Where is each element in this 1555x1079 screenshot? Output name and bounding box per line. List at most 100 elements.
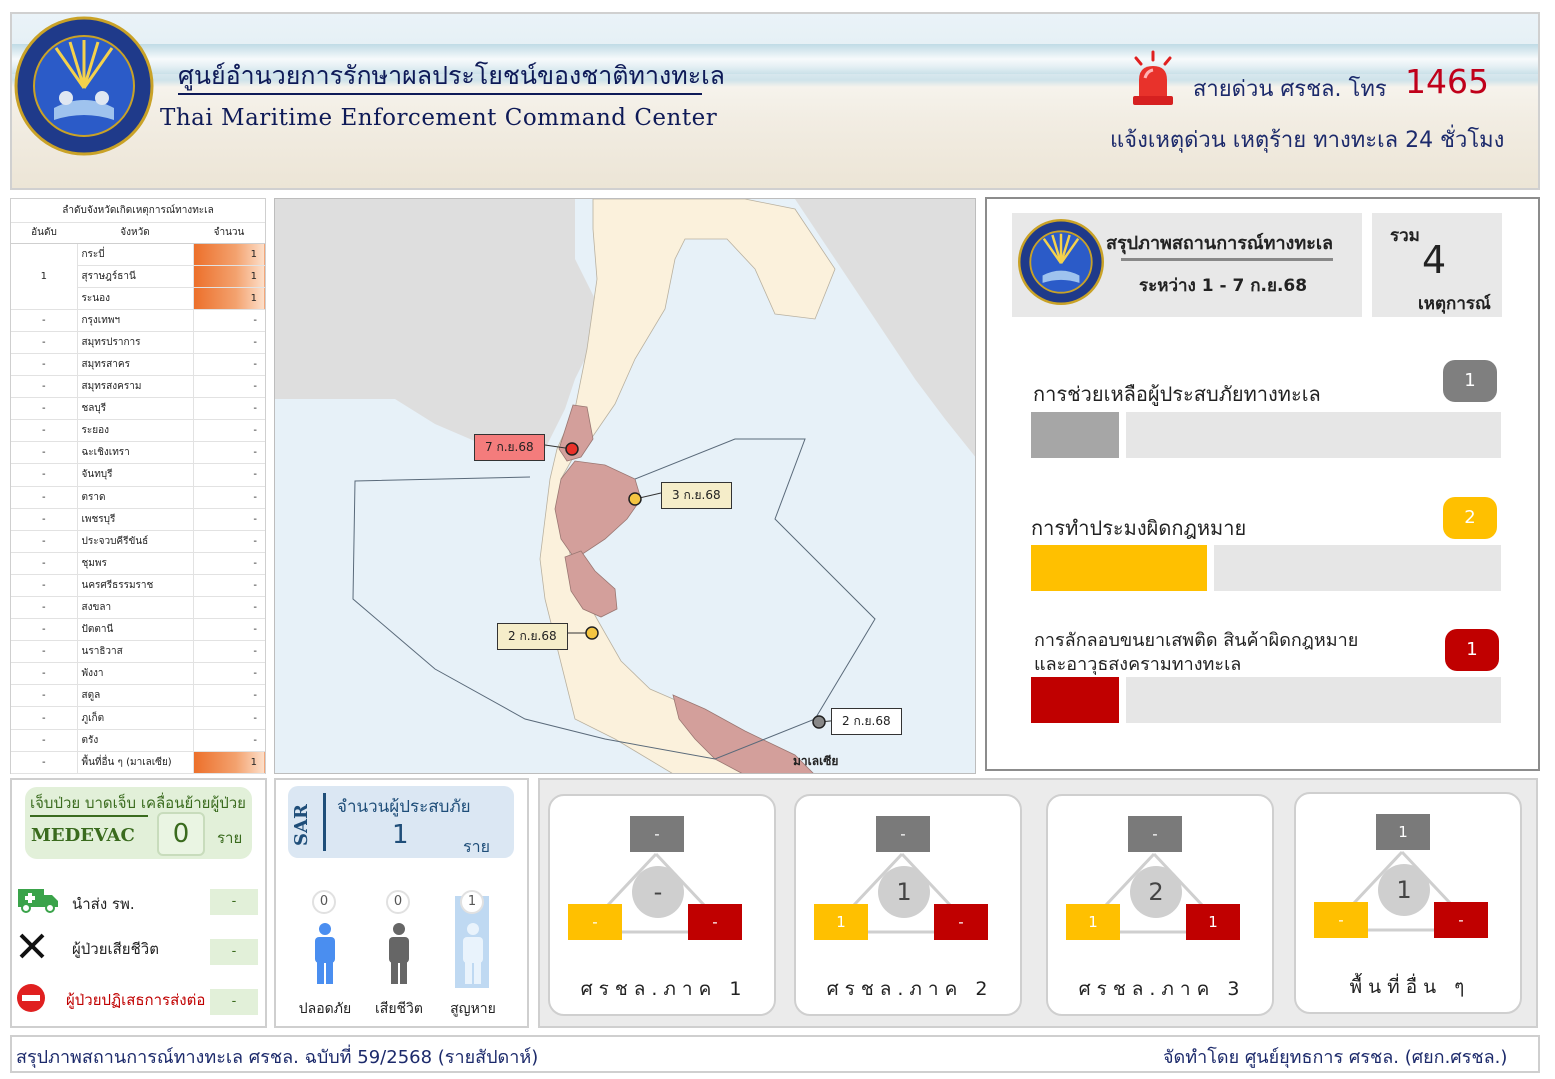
count-cell: - xyxy=(193,353,265,377)
count-cell: - xyxy=(193,397,265,421)
incident-map[interactable]: 7 ก.ย.68 3 ก.ย.68 2 ก.ย.68 2 ก.ย.68 มาเล… xyxy=(274,198,976,774)
sar-missing-count: 1 xyxy=(460,890,484,914)
event-flag-3[interactable]: 2 ก.ย.68 xyxy=(497,623,568,650)
rank-cell: - xyxy=(11,662,78,686)
region-smuggling-count: - xyxy=(688,904,742,940)
title-english: Thai Maritime Enforcement Command Center xyxy=(160,105,718,131)
province-cell: ปัตตานี xyxy=(77,618,194,642)
category-bar-fishing xyxy=(1031,545,1207,591)
hotline-subtitle: แจ้งเหตุด่วน เหตุร้าย ทางทะเล 24 ชั่วโมง xyxy=(1110,128,1505,153)
rank-cell: - xyxy=(11,375,78,399)
province-ranking-table: ลำดับจังหวัดเกิดเหตุการณ์ทางทะเล อันดับ … xyxy=(10,198,266,774)
province-cell: สมุทรปราการ xyxy=(77,331,194,354)
count-cell: - xyxy=(193,596,265,620)
province-cell: ตรัง xyxy=(77,729,194,752)
rank-cell: - xyxy=(11,419,78,443)
category-bar-smuggling xyxy=(1031,677,1119,723)
col-province-header: จังหวัด xyxy=(77,223,193,244)
province-cell: สตูล xyxy=(77,684,194,708)
region-card[interactable]: - - - - ศรชล.ภาค 1 xyxy=(548,794,776,1016)
table-row: - พื้นที่อื่น ๆ (มาเลเซีย) 1 xyxy=(11,751,265,774)
hotline-number[interactable]: 1465 xyxy=(1405,62,1489,101)
sar-safe-label: ปลอดภัย xyxy=(298,1001,352,1017)
event-flag-1[interactable]: 7 ก.ย.68 xyxy=(474,434,545,461)
rank-cell: - xyxy=(11,729,78,752)
province-cell: ชลบุรี xyxy=(77,397,194,421)
total-count: 4 xyxy=(1422,238,1447,282)
col-rank-header: อันดับ xyxy=(11,223,77,244)
region-fishing-count: 1 xyxy=(814,904,868,940)
person-deceased-icon xyxy=(389,923,409,984)
province-cell: เพชรบุรี xyxy=(77,508,194,531)
rank-cell: - xyxy=(11,640,78,664)
event-flag-4[interactable]: 2 ก.ย.68 xyxy=(831,708,902,735)
table-row: - กรุงเทพฯ - xyxy=(11,309,265,332)
region-fishing-count: - xyxy=(568,904,622,940)
region-card[interactable]: -1 1- ศรชล.ภาค 2 xyxy=(794,794,1022,1016)
medevac-heading: เจ็บป่วย บาดเจ็บ เคลื่อนย้ายผู้ป่วย xyxy=(30,794,246,812)
sar-dead-label: เสียชีวิต xyxy=(375,1001,423,1017)
table-row: - จันทบุรี - xyxy=(11,463,265,487)
region-total-count: 1 xyxy=(878,866,930,918)
event-flag-2[interactable]: 3 ก.ย.68 xyxy=(661,482,732,509)
rank-cell: - xyxy=(11,331,78,354)
medevac-count: 0 xyxy=(157,812,205,856)
category-count-rescue: 1 xyxy=(1443,360,1497,402)
category-bar-rescue xyxy=(1031,412,1119,458)
province-cell: พังงา xyxy=(77,662,194,686)
province-cell: สมุทรสงคราม xyxy=(77,375,194,399)
total-unit: เหตุการณ์ xyxy=(1418,294,1491,314)
province-cell: ภูเก็ต xyxy=(77,706,194,730)
region-card[interactable]: 1 1- - พื้นที่อื่น ๆ xyxy=(1294,792,1522,1014)
sar-title: จำนวนผู้ประสบภัย xyxy=(337,797,471,817)
region-fishing-count: 1 xyxy=(1066,904,1120,940)
count-cell: 1 xyxy=(193,751,265,774)
table-row: - สมุทรสาคร - xyxy=(11,353,265,377)
region-smuggling-count: 1 xyxy=(1186,904,1240,940)
table-row: - ตรัง - xyxy=(11,729,265,752)
rank-cell: - xyxy=(11,309,78,332)
rank-cell: - xyxy=(11,441,78,465)
medevac-unit: ราย xyxy=(217,829,243,847)
rank-cell: - xyxy=(11,486,78,509)
region-name: พื้นที่อื่น ๆ xyxy=(1349,976,1471,998)
province-cell: ฉะเชิงเทรา xyxy=(77,441,194,465)
count-cell: - xyxy=(193,574,265,598)
province-cell: ระยอง xyxy=(77,419,194,443)
count-cell: - xyxy=(193,684,265,708)
table-row: ระนอง 1 xyxy=(11,287,265,310)
count-cell: - xyxy=(193,375,265,399)
region-card[interactable]: - 2 1 1 ศรชล.ภาค 3 xyxy=(1046,794,1274,1016)
province-cell: สงขลา xyxy=(77,596,194,620)
country-label: มาเลเซีย xyxy=(793,754,839,768)
hotline-label: สายด่วน ศรชล. โทร xyxy=(1193,77,1387,102)
ranking-caption: ลำดับจังหวัดเกิดเหตุการณ์ทางทะเล xyxy=(11,199,265,223)
summary-divider xyxy=(1121,258,1333,261)
region-name: ศรชล.ภาค 2 xyxy=(826,978,994,1000)
title-thai: ศูนย์อำนวยการรักษาผลประโยชน์ของชาติทางทะ… xyxy=(178,61,725,90)
sar-unit: ราย xyxy=(463,837,490,856)
medevac-row-value: - xyxy=(210,989,258,1015)
rank-cell: - xyxy=(11,751,78,774)
province-cell: กระบี่ xyxy=(77,243,194,266)
highlight-surat-thani xyxy=(554,460,642,560)
count-cell: 1 xyxy=(193,243,265,266)
siren-icon xyxy=(1133,50,1173,105)
count-cell: 1 xyxy=(193,265,265,288)
table-row: - ชลบุรี - xyxy=(11,397,265,421)
region-rescue-count: - xyxy=(630,816,684,852)
province-cell: นราธิวาส xyxy=(77,640,194,664)
category-label-smuggling-1: การลักลอบขนยาเสพติด สินค้าผิดกฎหมาย xyxy=(1034,630,1359,651)
region-name: ศรชล.ภาค 3 xyxy=(1078,978,1246,1000)
rank-cell: - xyxy=(11,706,78,730)
total-box xyxy=(1372,213,1502,317)
map-canvas xyxy=(275,199,975,773)
rank-cell: - xyxy=(11,508,78,531)
count-cell: - xyxy=(193,729,265,752)
province-cell: สุราษฎร์ธานี xyxy=(77,265,194,288)
count-cell: - xyxy=(193,463,265,487)
count-cell: - xyxy=(193,419,265,443)
province-cell: ประจวบคีรีขันธ์ xyxy=(77,530,194,553)
region-rescue-count: 1 xyxy=(1376,814,1430,850)
table-row: - ชุมพร - xyxy=(11,552,265,575)
